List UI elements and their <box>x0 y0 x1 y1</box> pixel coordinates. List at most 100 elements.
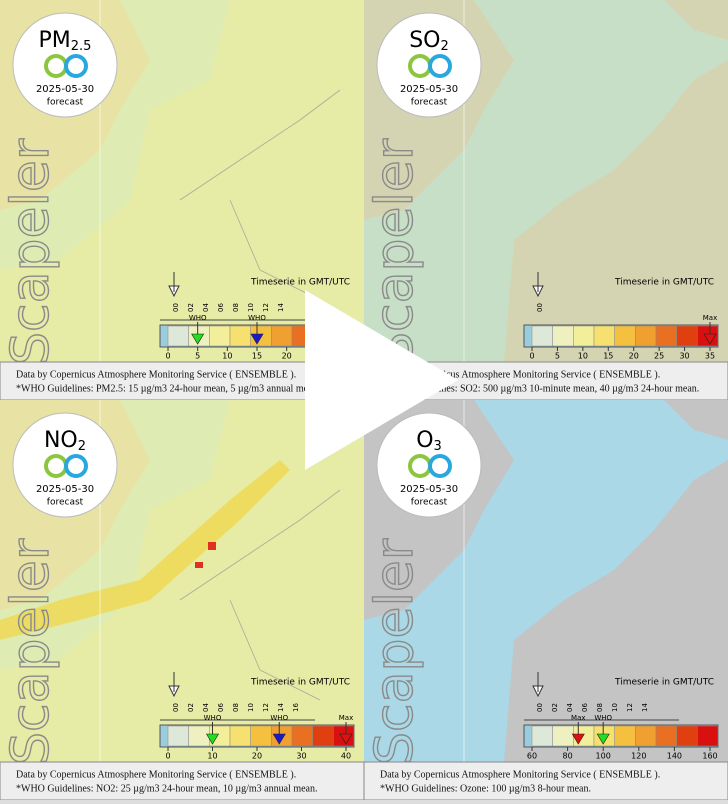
color-cell <box>697 725 719 747</box>
marker <box>272 733 286 745</box>
pollutant-sub: 3 <box>434 439 442 454</box>
date: 2025-05-30 <box>36 484 94 495</box>
map-panel: Scapeler NO2 2025-05-30 forecast Timeserie i… <box>0 400 364 800</box>
map: Scapeler PM2.5 2025-05-30 forecast Timeserie… <box>0 0 364 400</box>
border <box>179 89 341 301</box>
tick-label: 60 <box>527 752 537 761</box>
watermark: Scapeler <box>1 538 61 765</box>
pollutant-name: PM <box>39 28 71 53</box>
color-cell <box>531 325 553 347</box>
marker-label: WHO <box>189 314 207 322</box>
color-cell <box>655 725 677 747</box>
guideline: *WHO Guidelines: Ozone: 100 µg/m3 8-hour… <box>380 783 591 794</box>
tick-label: 80 <box>563 752 573 761</box>
time-label: 14 <box>277 703 285 712</box>
tick-label: 100 <box>596 752 611 761</box>
logo <box>428 454 452 478</box>
tick-label: 20 <box>252 752 262 761</box>
credit: Data by Copernicus Atmosphere Monitoring… <box>380 769 660 780</box>
guideline: *WHO Guidelines: NO2: 25 µg/m3 24-hour m… <box>16 783 317 794</box>
time-label: 10 <box>247 703 255 712</box>
color-cell <box>552 325 574 347</box>
land <box>504 60 728 362</box>
tick-label: 10 <box>222 352 232 361</box>
time-label: 16 <box>292 703 300 712</box>
time-label: 00 <box>172 303 180 312</box>
date: 2025-05-30 <box>36 84 94 95</box>
tick-label: 15 <box>252 352 262 361</box>
tick-label: 25 <box>654 352 664 361</box>
timeserie: Timeserie in GMT/UTC <box>250 678 350 688</box>
logo <box>64 454 88 478</box>
map: Scapeler O3 2025-05-30 forecast Timeserie in… <box>364 400 728 800</box>
forecast: forecast <box>47 498 84 508</box>
logo <box>428 54 452 78</box>
marker <box>596 733 610 745</box>
marker-label: Max <box>339 714 353 722</box>
color-cell <box>573 325 595 347</box>
forecast: forecast <box>47 98 84 108</box>
pollutant: PM2.5 <box>39 28 92 54</box>
marker <box>205 733 220 745</box>
tick-label: 160 <box>702 752 717 761</box>
marker-label: WHO <box>270 714 288 722</box>
marker-label: Max <box>571 714 585 722</box>
marker <box>339 733 353 745</box>
tick-label: 40 <box>341 752 351 761</box>
color-cell <box>250 725 272 747</box>
pollutant: SO2 <box>409 28 449 54</box>
color-cell <box>614 725 636 747</box>
forecast: forecast <box>411 498 448 508</box>
time-label: 00 <box>172 703 180 712</box>
pollutant-sub: 2.5 <box>71 39 92 54</box>
footer <box>0 361 364 400</box>
timeserie: Timeserie in GMT/UTC <box>614 678 714 688</box>
time-label: 02 <box>187 703 195 712</box>
color-cell <box>593 325 615 347</box>
pollutant-sub: 2 <box>441 39 449 54</box>
time-label: 14 <box>277 303 285 312</box>
color-cell <box>291 725 313 747</box>
tick-label: 0 <box>165 352 170 361</box>
tick-label: 30 <box>679 352 689 361</box>
land <box>664 400 728 440</box>
time-label: 06 <box>217 703 225 712</box>
color-cell <box>229 725 251 747</box>
tick-label: 0 <box>165 752 170 761</box>
watermark: Scapeler <box>1 138 61 365</box>
time-arrow <box>532 272 544 298</box>
forecast: forecast <box>411 98 448 108</box>
color-cell <box>312 725 334 747</box>
date: 2025-05-30 <box>400 484 458 495</box>
pollutant-sub: 2 <box>78 439 86 454</box>
tick-label: 20 <box>282 352 292 361</box>
footer <box>0 761 364 800</box>
marker-label: WHO <box>204 714 222 722</box>
pollutant-name: SO <box>409 28 440 53</box>
timeserie: Timeserie in GMT/UTC <box>614 278 714 288</box>
time-label: 06 <box>581 703 589 712</box>
time-label: 10 <box>611 703 619 712</box>
tick-label: 5 <box>555 352 560 361</box>
marker <box>191 333 205 345</box>
pollutant-name: O <box>416 428 433 453</box>
play-button[interactable] <box>305 290 458 470</box>
time-label: 10 <box>247 303 255 312</box>
footer <box>364 761 728 800</box>
tick-label: 0 <box>529 352 534 361</box>
logo <box>64 54 88 78</box>
tick-label: 15 <box>603 352 613 361</box>
color-cell <box>635 325 657 347</box>
marker <box>703 333 717 345</box>
time-label: 06 <box>217 303 225 312</box>
pollutant: O3 <box>416 428 442 454</box>
time-arrow <box>532 672 544 698</box>
time-label: 08 <box>596 703 604 712</box>
plume <box>0 460 290 640</box>
watermark: Scapeler <box>365 538 425 765</box>
color-cell <box>655 325 677 347</box>
map-panel: Scapeler PM2.5 2025-05-30 forecast Timeserie… <box>0 0 364 400</box>
marker-label: WHO <box>248 314 266 322</box>
time-label: 00 <box>536 703 544 712</box>
pollutant-name: NO <box>44 428 78 453</box>
